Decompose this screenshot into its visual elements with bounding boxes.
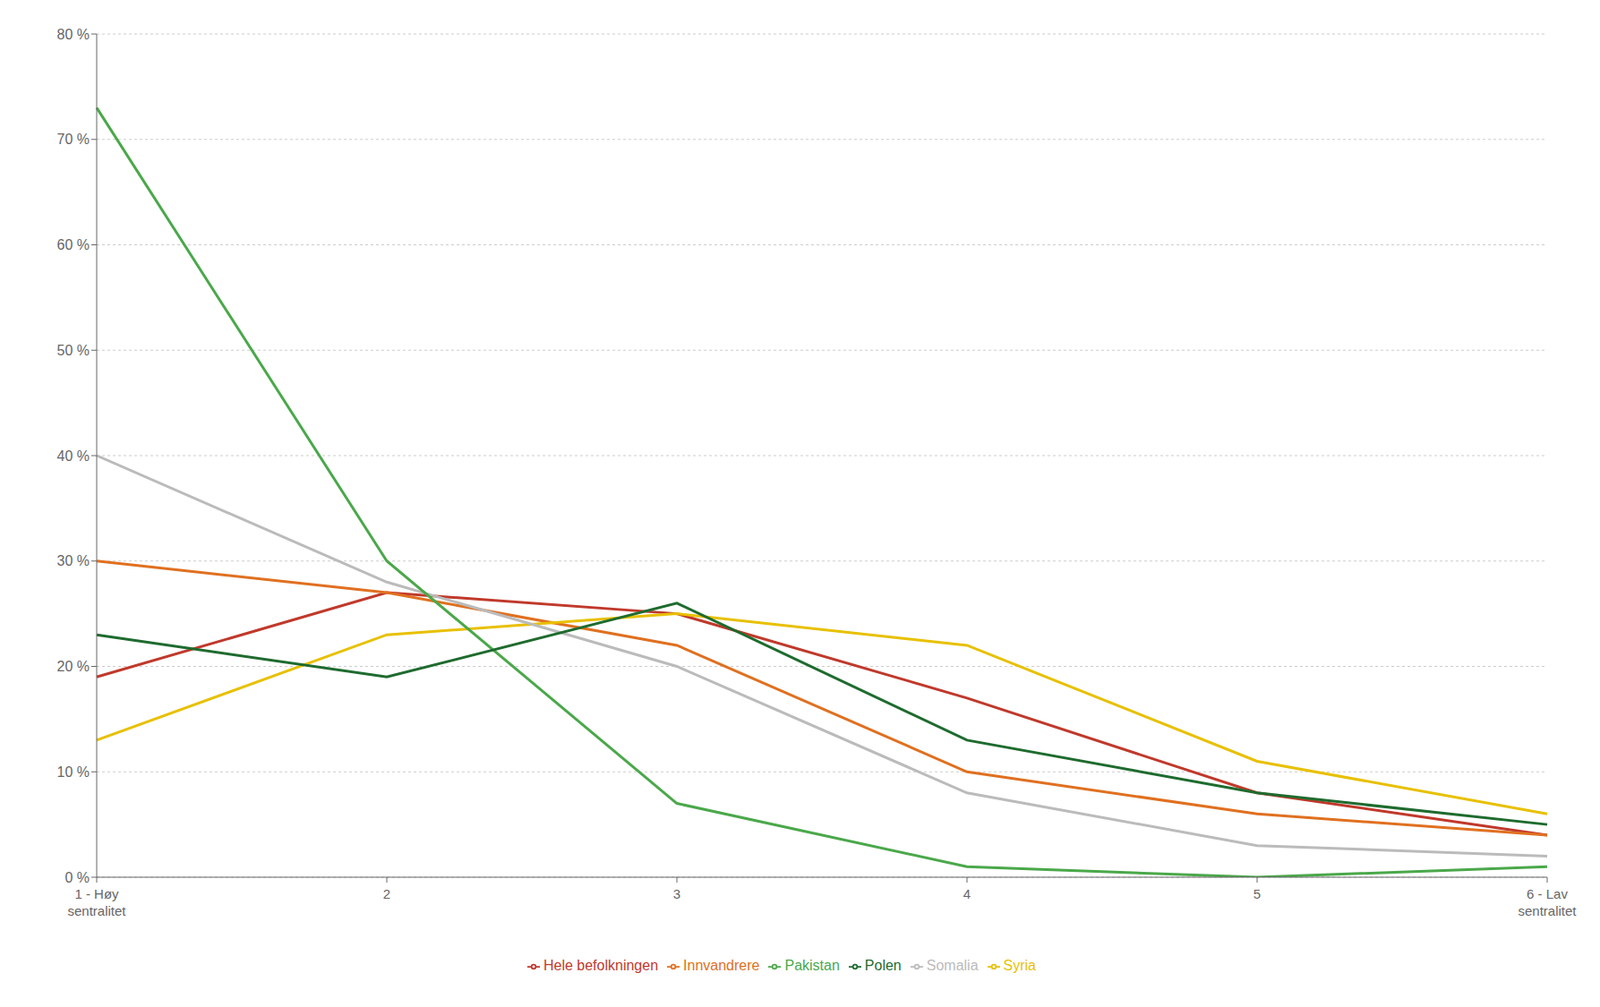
html-text:Innvandrere: Innvandrere [683, 958, 760, 974]
svg-text:50 %: 50 % [57, 342, 90, 359]
svg-text:40 %: 40 % [57, 448, 90, 464]
svg-text:0 %: 0 % [64, 870, 90, 886]
html-text:Hele befolkningen: Hele befolkningen [543, 958, 659, 974]
html-text:Somalia: Somalia [926, 958, 979, 974]
svg-text:60 %: 60 % [57, 237, 90, 253]
svg-text:10 %: 10 % [57, 764, 90, 780]
svg-text:5: 5 [1253, 886, 1261, 902]
svg-text:80 %: 80 % [57, 26, 90, 43]
svg-text:70 %: 70 % [57, 131, 90, 147]
html-text:Syria: Syria [1003, 958, 1036, 974]
svg-text:4: 4 [963, 886, 971, 902]
svg-text:3: 3 [673, 886, 681, 902]
svg-text:30 %: 30 % [57, 553, 90, 569]
html-text:Pakistan: Pakistan [784, 958, 840, 974]
svg-text:6 - Lavsentralitet: 6 - Lavsentralitet [1517, 886, 1577, 919]
svg-text:2: 2 [383, 886, 391, 902]
html-text:Polen: Polen [864, 958, 902, 974]
svg-text:1 - Høysentralitet: 1 - Høysentralitet [67, 886, 127, 919]
svg-text:20 %: 20 % [57, 658, 90, 675]
